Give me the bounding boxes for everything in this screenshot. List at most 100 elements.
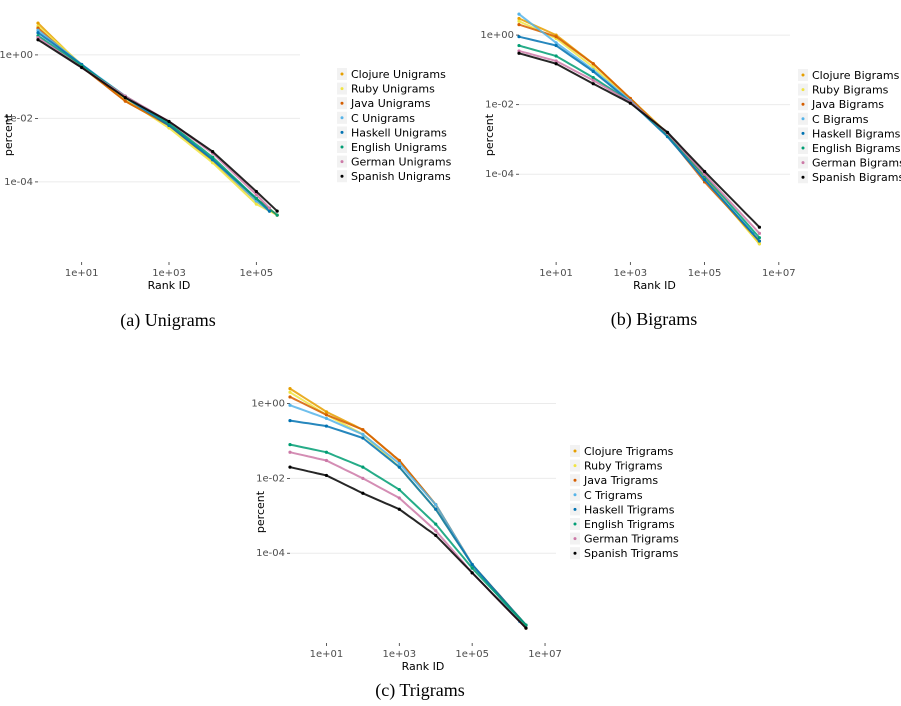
- data-point: [434, 522, 438, 526]
- series-english-bigrams: [517, 43, 762, 240]
- legend-key: [340, 130, 344, 134]
- data-point: [397, 507, 401, 511]
- y-tick-label: 1e-04: [485, 169, 514, 180]
- data-point: [123, 96, 127, 100]
- data-point: [591, 62, 595, 66]
- legend-key: [573, 493, 577, 497]
- legend-key: [573, 478, 577, 482]
- data-point: [288, 450, 292, 454]
- legend-key: [801, 175, 805, 179]
- data-point: [524, 626, 528, 630]
- x-tick-label: 1e+05: [240, 268, 274, 279]
- data-point: [397, 461, 401, 466]
- data-point: [702, 178, 707, 182]
- data-point: [554, 35, 558, 39]
- data-point: [36, 28, 40, 32]
- series-clojure-bigrams: [517, 16, 762, 246]
- data-point: [361, 436, 365, 440]
- x-tick-label: 1e+07: [528, 649, 562, 660]
- x-tick-label: 1e+01: [65, 268, 99, 279]
- y-tick-label: 1e+00: [480, 30, 514, 41]
- legend-key: [573, 551, 577, 555]
- data-point: [288, 465, 292, 469]
- data-point: [665, 130, 670, 134]
- legend-label: German Bigrams: [812, 157, 901, 170]
- data-point: [757, 239, 762, 243]
- legend-label: Clojure Bigrams: [812, 69, 900, 82]
- data-point: [361, 476, 365, 480]
- data-point: [470, 566, 474, 570]
- legend-label: Spanish Unigrams: [351, 170, 451, 183]
- series-ruby-bigrams: [517, 19, 762, 246]
- data-point: [757, 242, 762, 246]
- data-point: [324, 458, 329, 463]
- data-point: [517, 43, 521, 48]
- data-point: [591, 78, 595, 82]
- data-point: [275, 209, 279, 213]
- legend-key: [801, 117, 805, 121]
- data-point: [397, 496, 401, 500]
- data-point: [757, 231, 762, 235]
- data-point: [267, 206, 272, 210]
- x-tick-label: 1e+05: [455, 649, 489, 660]
- data-point: [554, 43, 558, 48]
- legend-key: [340, 116, 344, 120]
- data-point: [517, 22, 521, 27]
- legend-label: Ruby Trigrams: [584, 460, 663, 473]
- data-point: [324, 410, 329, 414]
- legend-label: Java Unigrams: [350, 97, 431, 110]
- x-axis-title: Rank ID: [633, 279, 676, 292]
- series-haskell-bigrams: [517, 35, 762, 243]
- legend-key: [573, 507, 577, 511]
- y-tick-label: 1e-02: [4, 113, 33, 124]
- x-tick-label: 1e+01: [539, 268, 573, 279]
- data-point: [434, 507, 438, 511]
- data-point: [288, 390, 292, 394]
- data-point: [288, 403, 292, 407]
- data-point: [254, 192, 258, 197]
- legend-key: [801, 146, 805, 150]
- data-point: [254, 196, 258, 201]
- series-spanish-unigrams: [36, 38, 279, 213]
- x-axis-title: Rank ID: [148, 279, 191, 292]
- data-point: [434, 502, 438, 507]
- data-point: [36, 21, 40, 25]
- series-haskell-trigrams: [288, 418, 528, 627]
- data-point: [288, 387, 292, 391]
- y-axis-title: percent: [254, 490, 267, 533]
- panel-caption: (a) Unigrams: [120, 310, 215, 331]
- chart-panel-2: 1e+00 1e-02 1e-04 1e+01 1e+03 1e+05 1e+07 Rank …: [480, 12, 901, 330]
- legend-key: [340, 72, 344, 76]
- legend-label: German Trigrams: [584, 533, 679, 546]
- data-point: [361, 432, 365, 436]
- legend-key: [340, 145, 344, 149]
- data-point: [470, 571, 474, 575]
- data-point: [361, 465, 365, 469]
- legend-key: [573, 522, 577, 526]
- y-tick-label: 1e-04: [256, 548, 285, 559]
- data-point: [591, 75, 595, 80]
- series-c-bigrams: [517, 12, 755, 235]
- chart-panel-1: 1e+00 1e-02 1e-04 1e+01 1e+03 1e+05 Rank ID per…: [0, 21, 452, 331]
- data-point: [361, 428, 365, 432]
- legend-key: [340, 174, 344, 178]
- data-point: [554, 54, 558, 58]
- data-point: [591, 69, 595, 74]
- data-point: [591, 65, 595, 69]
- data-point: [470, 562, 474, 567]
- data-point: [211, 161, 215, 165]
- x-tick-label: 1e+07: [762, 268, 796, 279]
- data-point: [397, 465, 401, 469]
- legend-label: Clojure Trigrams: [584, 445, 674, 458]
- x-tick-label: 1e+03: [614, 268, 648, 279]
- legend-key: [801, 73, 805, 77]
- series-spanish-bigrams: [517, 51, 762, 229]
- data-point: [288, 395, 292, 399]
- data-point: [275, 213, 279, 217]
- legend-key: [573, 464, 577, 468]
- data-point: [324, 413, 329, 417]
- data-point: [554, 59, 558, 63]
- legend-label: Haskell Unigrams: [351, 126, 447, 139]
- legend-key: [801, 131, 805, 135]
